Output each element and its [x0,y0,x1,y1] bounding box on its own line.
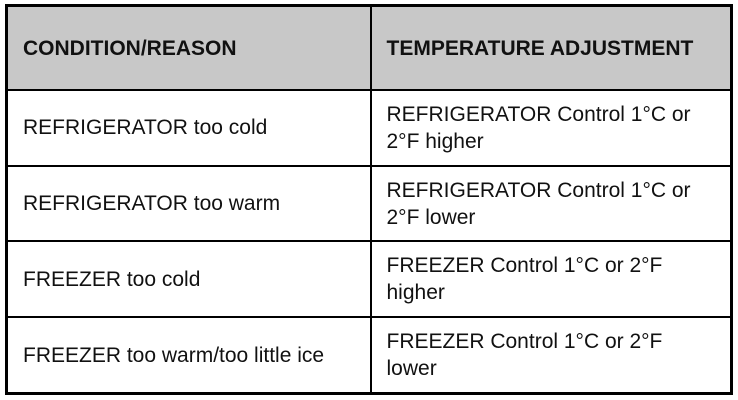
table-cell: REFRIGERATOR Control 1°C or 2°F lower [369,164,733,243]
table-row: REFRIGERATOR too warm REFRIGERATOR Contro… [5,164,733,243]
table-cell: FREEZER Control 1°C or 2°F lower [369,316,733,395]
table-cell: FREEZER too cold [5,240,372,319]
table-row: FREEZER too cold FREEZER Control 1°C or 2… [5,240,733,319]
table-cell: REFRIGERATOR too cold [5,89,372,167]
header-row: CONDITION/REASON TEMPERATURE ADJUSTMENT [5,4,733,91]
header-cell: TEMPERATURE ADJUSTMENT [369,4,733,91]
table-cell: FREEZER Control 1°C or 2°F higher [369,240,733,319]
header-cell: CONDITION/REASON [5,4,372,91]
table-row: REFRIGERATOR too cold REFRIGERATOR Contro… [5,89,733,167]
table-cell: REFRIGERATOR Control 1°C or 2°F higher [369,89,733,167]
table-row: FREEZER too warm/too little ice FREEZER C… [5,316,733,395]
table-header: CONDITION/REASON TEMPERATURE ADJUSTMENT [5,4,733,91]
adjustment-table: CONDITION/REASON TEMPERATURE ADJUSTMENT … [5,4,733,395]
table-body: REFRIGERATOR too cold REFRIGERATOR Contro… [5,89,733,395]
table-cell: FREEZER too warm/too little ice [5,316,372,395]
table-cell: REFRIGERATOR too warm [5,164,372,243]
